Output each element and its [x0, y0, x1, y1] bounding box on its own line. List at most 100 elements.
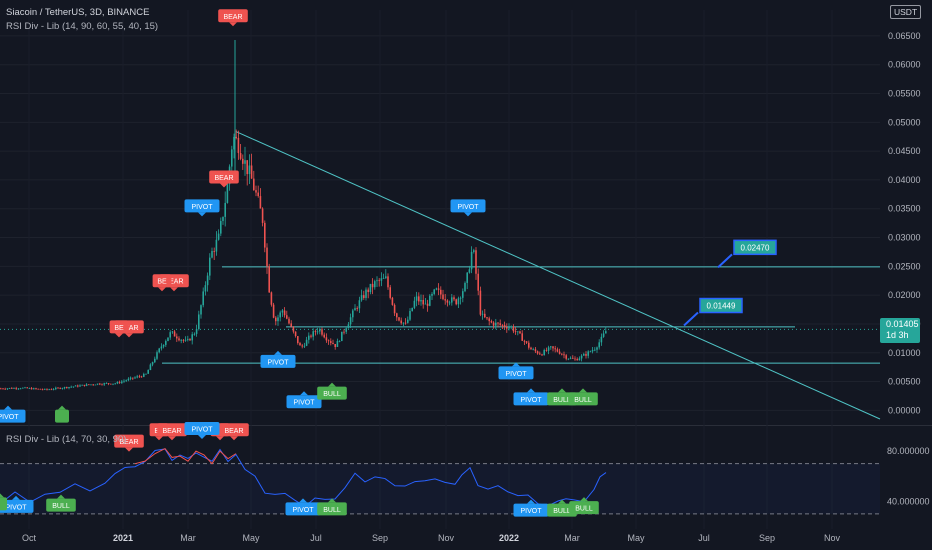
candle-body: [523, 340, 526, 342]
candle-body: [222, 216, 224, 222]
candle-body: [74, 385, 77, 387]
candle-body: [259, 196, 262, 209]
pivot-label-text: PIVOT: [293, 400, 315, 407]
candle-body: [239, 153, 242, 159]
candle-body: [343, 331, 345, 333]
candle-body: [561, 353, 563, 355]
candle-body: [103, 383, 105, 385]
candle-body: [409, 310, 411, 320]
candle-body: [253, 178, 255, 191]
candle-body: [202, 291, 204, 306]
price-tick-label: 0.06500: [888, 31, 921, 41]
candle-body: [470, 251, 473, 270]
pivot-label-pointer: [464, 212, 472, 217]
rsi-bear-label-box: [219, 423, 249, 437]
candle-body: [8, 387, 11, 389]
candle-body: [536, 351, 539, 354]
rsi-bull-label-pointer: [328, 498, 336, 503]
candle-body: [486, 317, 488, 319]
candle-body: [336, 341, 339, 348]
candle-body: [543, 350, 545, 356]
time-tick-label: Jul: [698, 533, 710, 543]
rsi-bear-label-pointer: [216, 436, 224, 441]
candle-body: [415, 296, 418, 301]
pivot-label-box: [498, 366, 534, 380]
candle-body: [466, 272, 468, 283]
bear-label-box: [152, 274, 172, 288]
rsi-bull-label: BULL: [46, 494, 76, 512]
candle-body: [294, 331, 297, 337]
candle-body: [275, 317, 277, 322]
candle-body: [272, 304, 275, 318]
price-callout[interactable]: 0.01449: [683, 297, 743, 327]
candle-body: [473, 250, 475, 252]
candle-body: [598, 342, 600, 348]
candle-body: [528, 342, 530, 348]
pivot-label-text: PIVOT: [520, 397, 542, 404]
rsi-bull-label: BULL: [317, 498, 347, 516]
candle-body: [66, 387, 68, 389]
candle-body: [514, 331, 517, 333]
candle-body: [242, 158, 244, 164]
currency-button[interactable]: USDT: [890, 5, 922, 19]
rsi-pivot-label-pointer: [299, 498, 307, 503]
candle-body: [413, 300, 416, 308]
candle-body: [314, 331, 317, 333]
candle-body: [191, 334, 193, 341]
rsi-bear-label-text: BEAR: [119, 439, 138, 446]
candle-body: [167, 337, 169, 342]
candle-body: [149, 364, 152, 371]
descending-trendline[interactable]: [235, 131, 881, 420]
bear-label-pointer: [115, 333, 123, 338]
bear-label-pointer: [170, 287, 178, 292]
candle-body: [96, 383, 99, 385]
candle-body: [35, 388, 37, 390]
candle-body: [574, 358, 576, 360]
candle-body: [567, 358, 570, 360]
candle-body: [180, 339, 182, 341]
price-callout[interactable]: 0.02470: [717, 239, 777, 269]
bear-label-box: [209, 170, 239, 184]
candle-body: [572, 357, 574, 359]
bull-label-box: [55, 409, 69, 423]
rsi-bull-label-text: BULL: [553, 508, 571, 515]
candle-body: [367, 289, 369, 293]
candle-body: [369, 283, 372, 293]
candle-body: [479, 290, 482, 315]
candle-body: [301, 345, 303, 347]
candle-body: [391, 297, 394, 305]
candle-body: [371, 283, 374, 288]
time-tick-label: 2021: [113, 533, 133, 543]
candle-body: [261, 208, 264, 223]
candle-body: [519, 331, 521, 334]
candle-body: [349, 317, 352, 325]
candle-body: [534, 349, 537, 352]
rsi-pivot-label: PIVOT: [513, 499, 549, 517]
candle-body: [503, 324, 506, 327]
candle-body: [437, 288, 440, 290]
price-tick-label: 0.00500: [888, 377, 921, 387]
candlesticks: [0, 39, 607, 391]
candle-body: [114, 383, 116, 385]
candle-body: [310, 335, 312, 337]
candle-body: [589, 351, 592, 353]
candle-body: [389, 287, 391, 298]
candle-body: [286, 315, 288, 319]
time-axis[interactable]: Oct 2021 Mar May Jul Sep Nov 2022 Mar May Jul Sep No…: [22, 533, 841, 543]
bear-label-text: BEAR: [214, 175, 233, 182]
bear-label: BE: [109, 320, 129, 338]
candle-body: [37, 388, 39, 390]
candle-body: [169, 332, 171, 338]
candle-body: [107, 383, 110, 384]
candle-body: [580, 355, 583, 359]
bear-label-text: BEAR: [164, 279, 183, 286]
candle-body: [79, 385, 81, 387]
candle-body: [85, 384, 88, 386]
candle-body: [525, 341, 528, 343]
rsi-bull-label-box: [46, 498, 76, 512]
candle-body: [517, 331, 519, 333]
price-tick-label: 0.02000: [888, 290, 921, 300]
candle-body: [266, 247, 268, 267]
price-axis[interactable]: 0.000000.005000.010000.015000.020000.025…: [887, 31, 930, 506]
